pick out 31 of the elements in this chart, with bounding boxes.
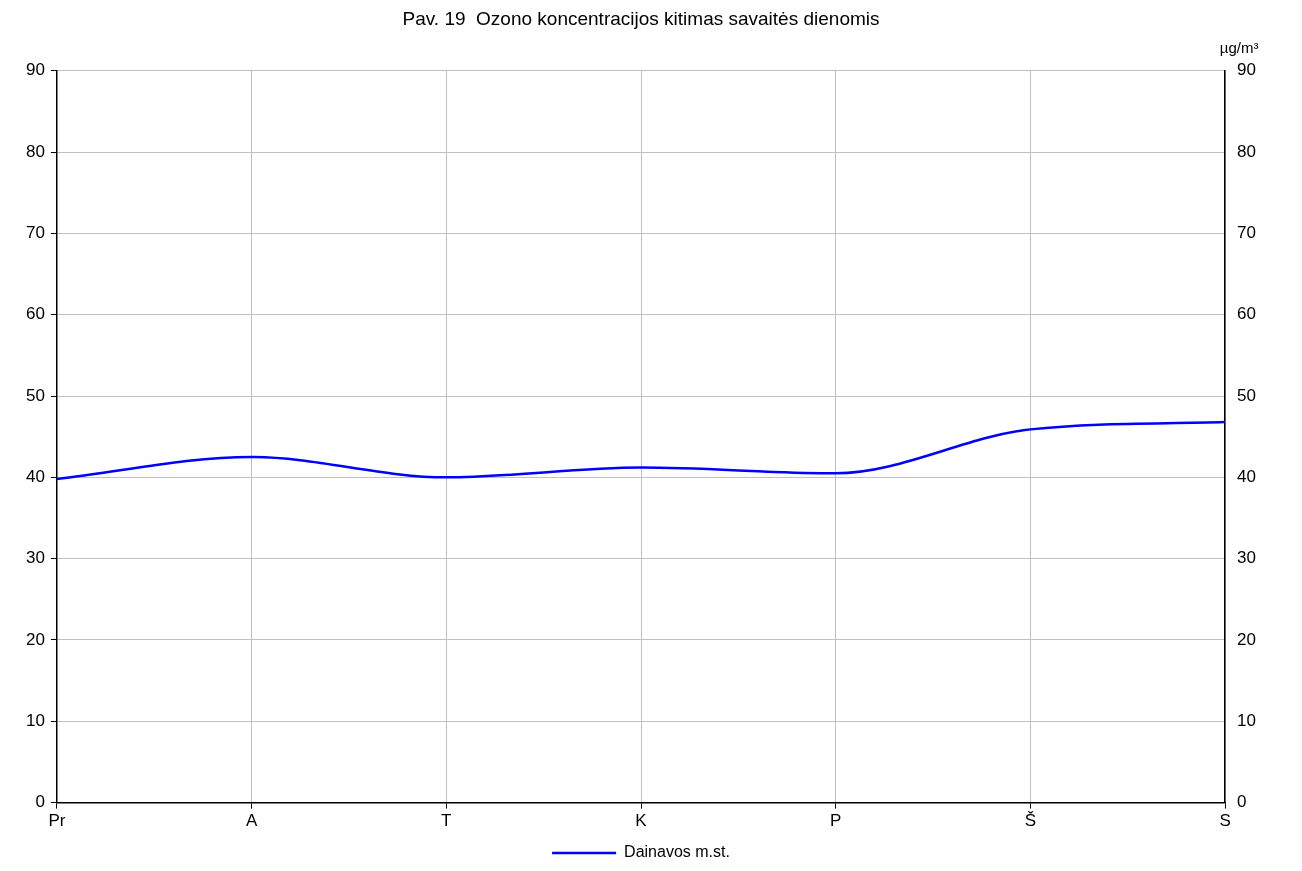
y-tick-label: 70	[25, 223, 45, 243]
y2-axis-title: µg/m³	[1219, 39, 1259, 57]
y2-tick-label: 30	[1237, 548, 1257, 568]
x-tick-label: K	[635, 811, 648, 831]
y-tick-label: 40	[25, 467, 45, 487]
chart-title: Pav. 19 Ozono koncentracijos kitimas savaitės dienomis	[402, 7, 880, 29]
y-tick-label: 30	[25, 548, 45, 568]
y2-tick-label: 50	[1237, 385, 1257, 405]
x-tick-label: Š	[1024, 811, 1037, 831]
y-tick-label: 20	[25, 629, 45, 649]
y2-tick-label: 10	[1237, 710, 1257, 730]
line-series	[55, 420, 1227, 481]
y2-tick-label: 60	[1237, 304, 1257, 324]
x-tick-label: Pr	[48, 811, 66, 831]
y2-tick-label: 80	[1237, 141, 1257, 161]
y2-tick-label: 40	[1237, 467, 1257, 487]
y-tick-label: 60	[25, 304, 45, 324]
x-tick-label: S	[1219, 811, 1231, 831]
y-tick-label: 10	[25, 710, 45, 730]
y2-tick-label: 0	[1237, 792, 1247, 812]
y-tick-label: 50	[25, 385, 45, 405]
x-tick-label: A	[245, 811, 258, 831]
legend-label: Dainavos m.st.	[624, 843, 730, 861]
y-tick-label: 90	[25, 60, 45, 80]
y-tick-label: 80	[25, 141, 45, 161]
x-tick-label: T	[441, 811, 452, 831]
y2-tick-label: 20	[1237, 629, 1257, 649]
y2-tick-label: 70	[1237, 223, 1257, 243]
y2-tick-label: 90	[1237, 60, 1257, 80]
y-tick-label: 0	[35, 792, 45, 812]
x-tick-label: P	[830, 811, 842, 831]
